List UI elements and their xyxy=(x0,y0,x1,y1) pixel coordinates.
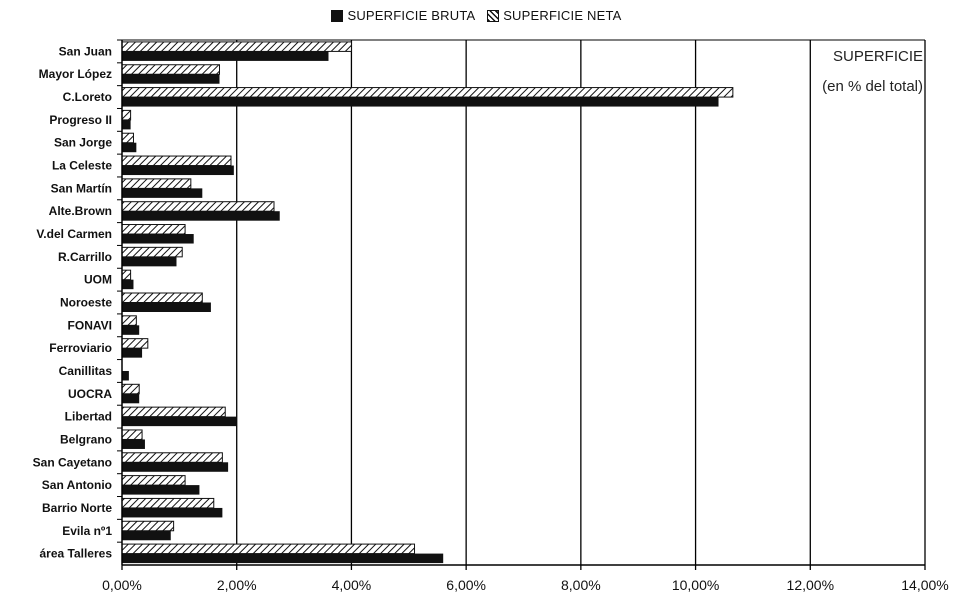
bar-bruta xyxy=(122,97,719,107)
bar-bruta xyxy=(122,325,140,335)
bar-neta xyxy=(121,269,132,281)
bar-neta xyxy=(121,155,232,167)
bar-bruta xyxy=(122,188,203,198)
axes xyxy=(117,39,926,570)
category-label: área Talleres xyxy=(40,547,113,561)
bar-bruta xyxy=(122,302,211,312)
x-tick-label: 14,00% xyxy=(901,577,948,593)
bar-neta xyxy=(121,87,734,98)
category-label: San Cayetano xyxy=(33,455,112,469)
bar-bruta xyxy=(122,393,140,404)
legend-swatch-neta xyxy=(487,9,500,22)
gridlines xyxy=(236,40,926,565)
legend-label-bruta: SUPERFICIE BRUTA xyxy=(347,8,476,23)
bar-bruta xyxy=(122,348,143,358)
x-tick-label: 10,00% xyxy=(672,577,719,593)
bar-neta xyxy=(121,132,134,144)
bar-bruta xyxy=(122,530,171,541)
legend-swatch-bruta xyxy=(331,9,344,22)
bar-neta xyxy=(121,429,143,440)
category-label: La Celeste xyxy=(52,159,112,173)
bar-neta xyxy=(121,315,137,326)
bar-neta xyxy=(121,41,352,52)
category-label: Noroeste xyxy=(60,296,112,310)
category-label: San Juan xyxy=(59,44,112,58)
bar-bruta xyxy=(122,234,194,244)
bar-bruta xyxy=(122,553,444,564)
category-label: Alte.Brown xyxy=(49,204,112,218)
bar-neta xyxy=(121,452,223,463)
bar-bruta xyxy=(122,51,329,61)
x-tick-label: 6,00% xyxy=(446,577,486,593)
category-label: Barrio Norte xyxy=(42,501,112,515)
category-label: Libertad xyxy=(65,410,112,424)
x-tick-label: 0,00% xyxy=(102,577,142,593)
bar-neta xyxy=(121,292,203,303)
legend: SUPERFICIE BRUTA SUPERFICIE NETA xyxy=(0,8,953,25)
bar-bruta xyxy=(122,74,220,84)
bar-bruta xyxy=(122,507,223,518)
category-label: Belgrano xyxy=(60,432,112,446)
bar-neta xyxy=(121,497,215,509)
x-tick-label: 2,00% xyxy=(217,577,257,593)
annotation-title: SUPERFICIE xyxy=(832,48,923,65)
x-tick-label: 4,00% xyxy=(332,577,372,593)
bar-bruta xyxy=(122,256,177,267)
bar-bruta xyxy=(122,485,200,495)
bar-bruta xyxy=(122,370,129,381)
category-label: UOM xyxy=(84,273,112,287)
category-label: UOCRA xyxy=(68,387,112,401)
bar-bruta xyxy=(122,165,234,176)
category-label: San Jorge xyxy=(54,136,112,150)
bar-bruta xyxy=(122,142,137,153)
bar-neta xyxy=(121,224,186,235)
category-label: Canillitas xyxy=(59,364,113,378)
bar-neta xyxy=(121,406,226,418)
category-label: V.del Carmen xyxy=(36,227,112,241)
category-label: FONAVI xyxy=(68,318,112,332)
bar-neta xyxy=(121,520,175,532)
bar-neta xyxy=(121,543,416,555)
bar-neta xyxy=(121,246,183,258)
bar-neta xyxy=(121,64,221,75)
bars xyxy=(121,41,734,564)
category-label: Progreso II xyxy=(49,113,112,127)
bar-bruta xyxy=(122,462,229,472)
bar-neta xyxy=(121,475,186,486)
bar-bruta xyxy=(122,211,280,221)
labels: 0,00% 2,00% 4,00% 6,00% 8,00% 10,00% 12,00% 14,… xyxy=(33,44,949,593)
bar-neta xyxy=(121,383,140,395)
category-label: Ferroviario xyxy=(49,341,112,355)
bar-neta xyxy=(121,109,132,121)
x-tick-label: 12,00% xyxy=(787,577,834,593)
category-label: Evila nº1 xyxy=(62,524,112,538)
legend-label-neta: SUPERFICIE NETA xyxy=(503,8,622,23)
bar-neta xyxy=(121,338,149,349)
category-label: C.Loreto xyxy=(63,90,112,104)
bar-neta xyxy=(121,178,192,189)
category-label: San Martín xyxy=(51,181,112,195)
category-label: R.Carrillo xyxy=(58,250,112,264)
bar-neta xyxy=(121,201,275,212)
bar-bruta xyxy=(122,279,134,290)
bar-bruta xyxy=(122,119,131,130)
bar-bruta xyxy=(122,416,237,427)
legend-item-bruta: SUPERFICIE BRUTA xyxy=(331,8,475,23)
x-tick-label: 8,00% xyxy=(561,577,601,593)
bar-bruta xyxy=(122,439,145,449)
legend-item-neta: SUPERFICIE NETA xyxy=(487,8,621,23)
category-label: San Antonio xyxy=(42,478,112,492)
category-label: Mayor López xyxy=(39,67,112,81)
annotation-subtitle: (en % del total) xyxy=(822,78,923,95)
